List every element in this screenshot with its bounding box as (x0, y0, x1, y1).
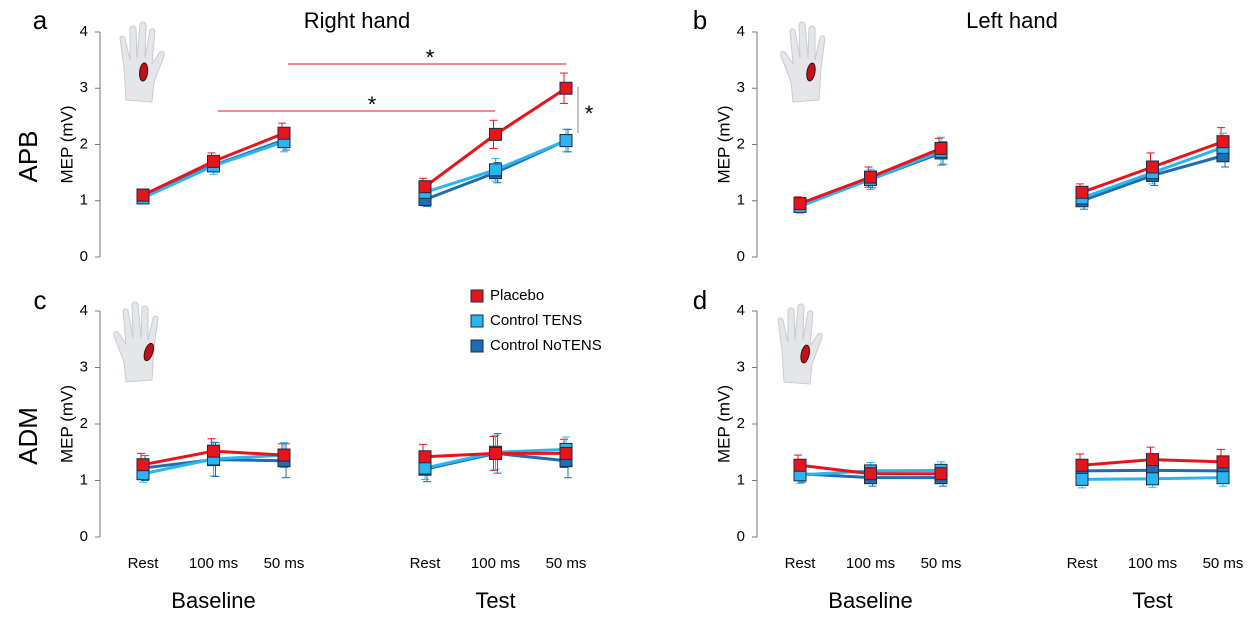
panel-title: Left hand (966, 8, 1058, 33)
panel-label: b (693, 5, 707, 35)
group-label: Test (1132, 588, 1172, 613)
legend-label: Control NoTENS (490, 337, 602, 354)
hand-shape (120, 22, 164, 102)
y-tick-label: 2 (737, 415, 745, 432)
y-tick-label: 3 (80, 358, 88, 375)
marker (490, 447, 502, 459)
y-tick-label: 0 (737, 248, 745, 265)
x-tick-label: Rest (410, 555, 442, 572)
y-tick-label: 3 (737, 79, 745, 96)
x-tick-label: 50 ms (1203, 555, 1244, 572)
x-tick-label: 100 ms (189, 555, 238, 572)
y-tick-label: 2 (737, 135, 745, 152)
x-tick-label: 100 ms (471, 555, 520, 572)
marker (137, 189, 149, 201)
x-tick-label: Rest (128, 555, 160, 572)
y-axis-label: MEP (mV) (57, 105, 76, 183)
panel-label: a (33, 5, 48, 35)
legend-swatch (471, 315, 483, 327)
marker (560, 82, 572, 94)
marker (278, 449, 290, 461)
group-label: Baseline (828, 588, 912, 613)
y-tick-label: 2 (80, 415, 88, 432)
significance-star: * (368, 92, 377, 117)
y-axis-label: MEP (mV) (714, 385, 733, 463)
row-label: APB (13, 130, 43, 182)
group-label: Test (475, 588, 515, 613)
hand-icon (120, 22, 164, 102)
legend-label: Control TENS (490, 312, 582, 329)
panel-title: Right hand (304, 8, 410, 33)
marker (1147, 161, 1159, 173)
y-axis-label: MEP (mV) (714, 105, 733, 183)
hand-icon (781, 22, 825, 102)
y-tick-label: 4 (80, 23, 88, 40)
panel-label: c (34, 285, 47, 315)
panel-label: d (693, 285, 707, 315)
marker (490, 128, 502, 140)
significance-star: * (426, 45, 435, 70)
marker (137, 459, 149, 471)
significance-star: * (585, 101, 594, 126)
marker (1076, 186, 1088, 198)
marker (865, 171, 877, 183)
y-tick-label: 1 (80, 471, 88, 488)
y-tick-label: 1 (80, 192, 88, 209)
marker (208, 445, 220, 457)
hand-shape (781, 22, 825, 102)
marker (419, 451, 431, 463)
x-tick-label: 100 ms (846, 555, 895, 572)
x-tick-label: Rest (1067, 555, 1099, 572)
marker (560, 135, 572, 147)
hand-shape (114, 302, 158, 382)
y-tick-label: 4 (737, 23, 745, 40)
y-tick-label: 2 (80, 135, 88, 152)
legend-swatch (471, 290, 483, 302)
marker (419, 462, 431, 474)
marker (935, 142, 947, 154)
x-tick-label: 50 ms (264, 555, 305, 572)
y-tick-label: 4 (80, 302, 88, 319)
y-tick-label: 4 (737, 302, 745, 319)
marker (490, 164, 502, 176)
x-tick-label: 100 ms (1128, 555, 1177, 572)
marker (794, 198, 806, 210)
y-tick-label: 1 (737, 192, 745, 209)
hand-icon (778, 304, 822, 384)
legend-swatch (471, 340, 483, 352)
marker (865, 468, 877, 480)
marker (1076, 459, 1088, 471)
row-label: ADM (13, 407, 43, 465)
group-label: Baseline (171, 588, 255, 613)
marker (419, 181, 431, 193)
y-tick-label: 3 (80, 79, 88, 96)
marker (1076, 473, 1088, 485)
hand-icon (114, 302, 158, 382)
marker (794, 459, 806, 471)
marker (1147, 454, 1159, 466)
y-axis-label: MEP (mV) (57, 385, 76, 463)
x-tick-label: 50 ms (921, 555, 962, 572)
marker (1217, 472, 1229, 484)
marker (1147, 473, 1159, 485)
figure: a Right hand APB MEP (mV) 0 1 2 3 4 * * * b Left hand… (0, 0, 1255, 617)
marker (560, 447, 572, 459)
y-tick-label: 0 (80, 528, 88, 545)
legend-label: Placebo (490, 287, 544, 304)
hand-shape (778, 304, 822, 384)
marker (278, 127, 290, 139)
marker (1217, 456, 1229, 468)
y-tick-label: 3 (737, 358, 745, 375)
y-tick-label: 1 (737, 471, 745, 488)
x-tick-label: 50 ms (546, 555, 587, 572)
marker (935, 468, 947, 480)
marker (1217, 136, 1229, 148)
marker (208, 155, 220, 167)
y-tick-label: 0 (80, 248, 88, 265)
x-tick-label: Rest (785, 555, 817, 572)
y-tick-label: 0 (737, 528, 745, 545)
